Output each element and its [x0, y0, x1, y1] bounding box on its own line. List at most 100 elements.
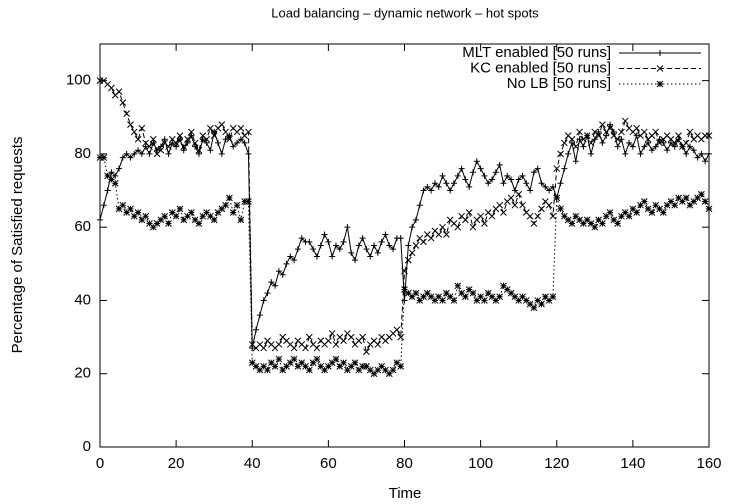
point-marker — [614, 143, 621, 150]
point-marker — [545, 297, 553, 304]
point-marker — [538, 300, 545, 308]
point-marker — [286, 359, 294, 367]
point-marker — [408, 249, 416, 257]
point-marker — [180, 216, 188, 224]
legend-marker — [656, 65, 664, 72]
point-marker — [409, 224, 416, 231]
point-marker — [686, 128, 694, 136]
point-marker — [705, 132, 713, 139]
point-marker — [694, 154, 701, 161]
point-marker — [363, 363, 370, 370]
point-marker — [234, 139, 241, 146]
point-marker — [519, 201, 526, 209]
point-marker — [332, 355, 340, 363]
point-marker — [599, 121, 606, 128]
x-tick-label: 160 — [696, 455, 721, 472]
point-marker — [172, 139, 180, 147]
point-marker — [659, 209, 667, 216]
point-marker — [229, 209, 237, 216]
point-marker — [652, 128, 660, 136]
point-marker — [629, 143, 636, 150]
point-marker — [256, 366, 264, 374]
point-marker — [572, 212, 580, 220]
point-marker — [706, 150, 712, 157]
point-marker — [131, 150, 138, 157]
legend-label: No LB [50 runs] — [507, 75, 611, 92]
point-marker — [397, 235, 404, 242]
point-marker — [313, 344, 321, 352]
point-marker — [153, 220, 161, 227]
point-marker — [702, 158, 709, 165]
point-marker — [241, 198, 248, 205]
point-marker — [222, 201, 229, 209]
point-marker — [283, 260, 290, 267]
point-marker — [599, 139, 606, 146]
point-marker — [195, 150, 202, 157]
point-marker — [112, 172, 119, 179]
point-marker — [458, 289, 465, 297]
point-marker — [538, 205, 545, 213]
point-marker — [645, 139, 652, 146]
point-marker — [119, 154, 126, 161]
point-marker — [667, 198, 675, 205]
point-marker — [386, 242, 393, 249]
point-marker — [416, 297, 424, 304]
point-marker — [275, 268, 282, 275]
point-marker — [305, 333, 313, 341]
point-marker — [332, 341, 340, 348]
point-marker — [454, 282, 462, 290]
point-marker — [629, 205, 637, 213]
legend-label: MLT enabled [50 runs] — [462, 44, 611, 61]
point-marker — [427, 234, 435, 242]
point-marker — [511, 201, 519, 209]
point-marker — [347, 363, 355, 370]
point-marker — [667, 139, 674, 146]
point-marker — [146, 143, 153, 150]
point-marker — [522, 297, 530, 304]
point-marker — [191, 216, 199, 224]
point-marker — [214, 209, 222, 216]
point-marker — [115, 205, 123, 213]
point-marker — [127, 121, 134, 128]
point-marker — [138, 124, 146, 132]
point-marker — [210, 216, 218, 224]
point-marker — [237, 136, 244, 143]
x-tick-label: 140 — [620, 455, 645, 472]
point-marker — [473, 158, 480, 165]
point-marker — [253, 326, 260, 333]
point-marker — [576, 128, 583, 136]
point-marker — [104, 172, 111, 180]
point-marker — [641, 143, 648, 150]
point-marker — [355, 366, 363, 374]
point-marker — [260, 363, 268, 370]
point-marker — [527, 187, 534, 194]
point-marker — [108, 84, 115, 92]
point-marker — [195, 146, 203, 154]
point-marker — [371, 242, 378, 249]
point-marker — [401, 267, 408, 275]
point-marker — [191, 139, 199, 147]
point-marker — [675, 194, 682, 202]
point-marker — [267, 359, 275, 367]
series-line — [99, 123, 710, 349]
point-marker — [507, 194, 515, 202]
point-marker — [450, 297, 458, 304]
point-marker — [557, 180, 564, 187]
point-marker — [97, 216, 103, 223]
point-marker — [488, 212, 496, 220]
point-marker — [622, 150, 629, 157]
point-marker — [291, 257, 298, 264]
point-marker — [606, 209, 614, 216]
point-marker — [481, 297, 488, 304]
point-marker — [481, 172, 488, 179]
point-marker — [404, 256, 412, 264]
point-marker — [477, 212, 484, 220]
point-marker — [679, 198, 686, 205]
point-marker — [336, 246, 343, 253]
point-marker — [484, 289, 492, 297]
point-marker — [420, 238, 427, 246]
point-marker — [435, 293, 443, 301]
point-marker — [603, 132, 610, 139]
point-marker — [351, 359, 359, 367]
point-marker — [336, 363, 344, 370]
